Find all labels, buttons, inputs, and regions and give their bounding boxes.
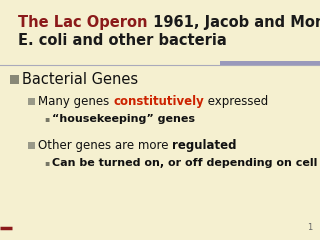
Text: regulated: regulated: [172, 138, 237, 151]
Text: Other genes are more: Other genes are more: [38, 138, 172, 151]
Text: “housekeeping” genes: “housekeeping” genes: [52, 114, 195, 124]
Text: expressed: expressed: [204, 95, 268, 108]
Bar: [28, 97, 35, 104]
Text: 1961, Jacob and Monod: 1961, Jacob and Monod: [148, 15, 320, 30]
Text: 1: 1: [307, 223, 312, 232]
Bar: [28, 142, 35, 149]
Text: E. coli and other bacteria: E. coli and other bacteria: [18, 33, 227, 48]
Bar: [10, 74, 19, 84]
Text: constitutively: constitutively: [113, 95, 204, 108]
Text: Bacterial Genes: Bacterial Genes: [22, 72, 138, 86]
Text: Can be turned on, or off depending on cell needs: Can be turned on, or off depending on ce…: [52, 158, 320, 168]
Text: ▪: ▪: [44, 158, 49, 168]
Bar: [220, 61, 320, 66]
Text: Many genes: Many genes: [38, 95, 113, 108]
Text: The Lac Operon: The Lac Operon: [18, 15, 148, 30]
Text: ▪: ▪: [44, 114, 49, 124]
